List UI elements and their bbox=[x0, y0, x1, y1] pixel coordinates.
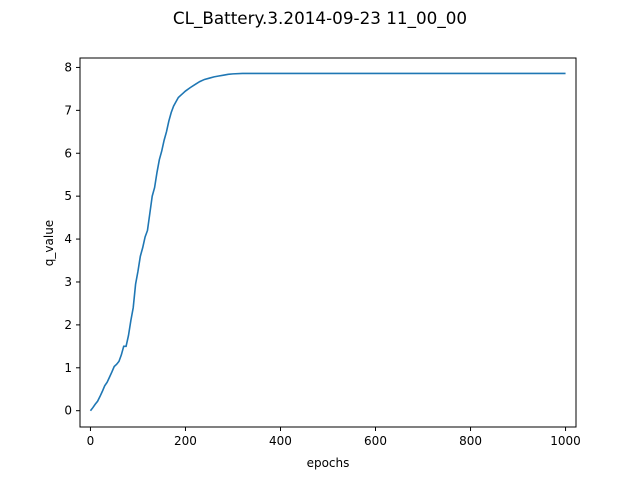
y-axis-label: q_value bbox=[42, 220, 56, 266]
x-tick-label: 600 bbox=[364, 434, 387, 448]
y-tick-label: 2 bbox=[64, 318, 72, 332]
y-tick-label: 0 bbox=[64, 404, 72, 418]
y-tick-label: 1 bbox=[64, 361, 72, 375]
x-tick-label: 200 bbox=[174, 434, 197, 448]
x-tick-label: 400 bbox=[269, 434, 292, 448]
x-tick-label: 0 bbox=[87, 434, 95, 448]
x-axis-label: epochs bbox=[307, 456, 350, 470]
y-axis: 0 1 2 3 4 5 6 7 8 bbox=[64, 60, 80, 418]
plot-area: 0 200 400 600 800 1000 0 1 2 3 4 5 6 7 8 bbox=[64, 57, 581, 448]
y-tick-label: 8 bbox=[64, 60, 72, 74]
y-tick-label: 7 bbox=[64, 103, 72, 117]
x-tick-label: 1000 bbox=[550, 434, 581, 448]
y-tick-label: 6 bbox=[64, 146, 72, 160]
plot-frame bbox=[79, 57, 577, 428]
x-tick-label: 800 bbox=[459, 434, 482, 448]
chart-title: CL_Battery.3.2014-09-23 11_00_00 bbox=[173, 8, 467, 29]
y-tick-label: 4 bbox=[64, 232, 72, 246]
y-tick-label: 3 bbox=[64, 275, 72, 289]
series-line bbox=[89, 72, 566, 412]
x-axis: 0 200 400 600 800 1000 bbox=[87, 427, 581, 448]
y-tick-label: 5 bbox=[64, 189, 72, 203]
